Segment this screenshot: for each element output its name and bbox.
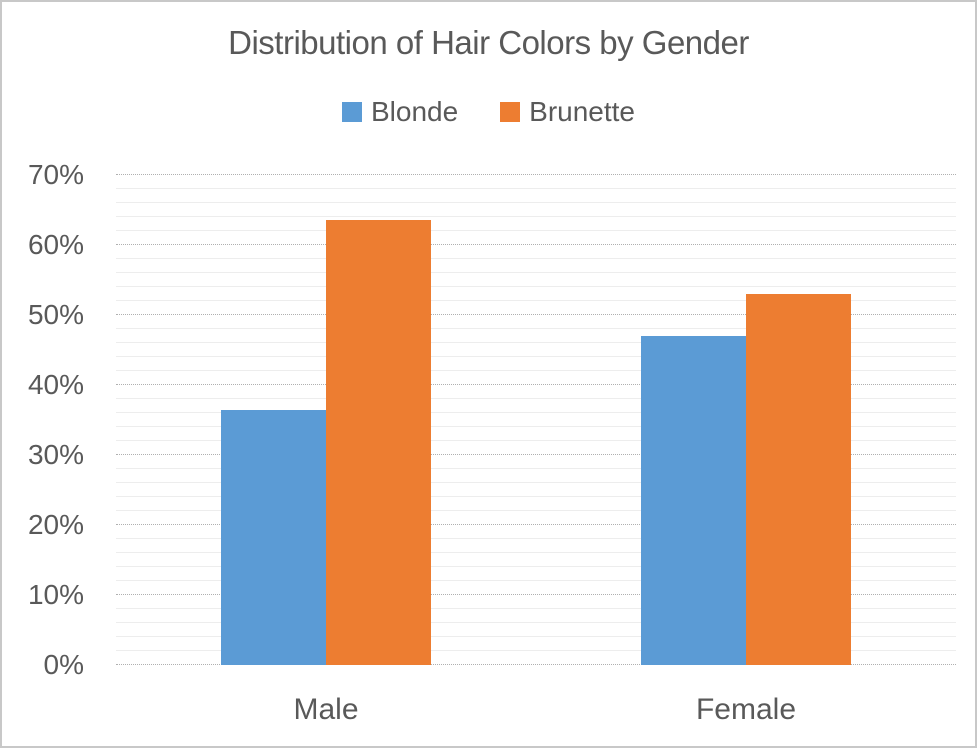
major-gridline [116, 384, 956, 385]
minor-gridline [116, 552, 956, 553]
ytick-label-10: 10% [27, 579, 84, 610]
ytick-label-20: 20% [27, 509, 84, 540]
minor-gridline [116, 580, 956, 581]
legend-swatch-brunette-icon [500, 102, 521, 122]
ytick-label-60: 60% [27, 229, 84, 260]
major-gridline [116, 314, 956, 315]
minor-gridline [116, 230, 956, 231]
minor-gridline [116, 412, 956, 413]
ytick-label-70: 70% [27, 159, 84, 190]
minor-gridline [116, 272, 956, 273]
major-gridline [116, 524, 956, 525]
chart-legend: Blonde Brunette [2, 96, 975, 128]
minor-gridline [116, 622, 956, 623]
bar-female-brunette [746, 294, 851, 665]
minor-gridline [116, 202, 956, 203]
minor-gridline [116, 566, 956, 567]
major-gridline [116, 594, 956, 595]
minor-gridline [116, 300, 956, 301]
ytick-label-40: 40% [27, 369, 84, 400]
ytick-label-0: 0% [43, 649, 84, 680]
minor-gridline [116, 426, 956, 427]
category-label-female: Female [695, 693, 797, 726]
minor-gridline [116, 510, 956, 511]
legend-swatch-blonde-icon [341, 102, 362, 122]
minor-gridline [116, 286, 956, 287]
minor-gridline [116, 538, 956, 539]
major-gridline [116, 454, 956, 455]
minor-gridline [116, 328, 956, 329]
minor-gridline [116, 650, 956, 651]
minor-gridline [116, 636, 956, 637]
bar-female-blonde [641, 336, 746, 665]
minor-gridline [116, 496, 956, 497]
category-label-male: Male [293, 693, 359, 726]
minor-gridline [116, 608, 956, 609]
minor-gridline [116, 342, 956, 343]
legend-label-blonde: Blonde [370, 96, 459, 127]
minor-gridline [116, 398, 956, 399]
legend-item-brunette: Brunette [500, 96, 635, 128]
chart-title: Distribution of Hair Colors by Gender [228, 24, 749, 61]
ytick-label-50: 50% [27, 299, 84, 330]
legend-label-brunette: Brunette [529, 96, 636, 127]
minor-gridline [116, 468, 956, 469]
major-gridline [116, 174, 956, 175]
minor-gridline [116, 258, 956, 259]
major-gridline [116, 244, 956, 245]
minor-gridline [116, 216, 956, 217]
ytick-label-30: 30% [27, 439, 84, 470]
minor-gridline [116, 370, 956, 371]
minor-gridline [116, 482, 956, 483]
major-gridline [116, 664, 956, 665]
bar-male-blonde [221, 410, 326, 665]
plot-area [116, 174, 956, 665]
minor-gridline [116, 356, 956, 357]
minor-gridline [116, 188, 956, 189]
minor-gridline [116, 440, 956, 441]
bar-male-brunette [326, 220, 431, 665]
legend-item-blonde: Blonde [341, 96, 459, 128]
